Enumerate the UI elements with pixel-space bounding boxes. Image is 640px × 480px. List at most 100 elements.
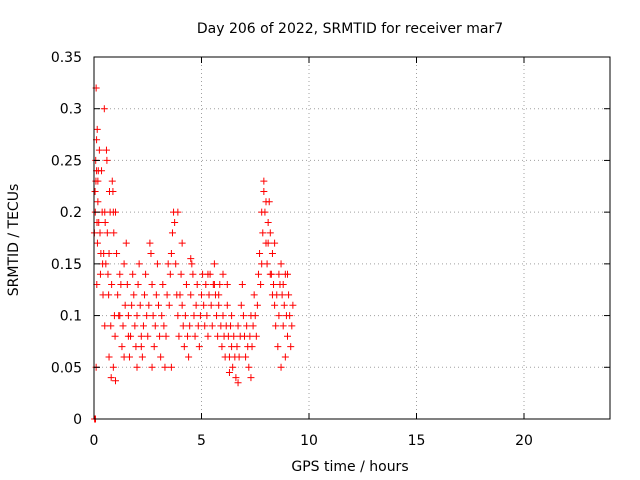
- data-point: [219, 312, 227, 320]
- chart-title: Day 206 of 2022, SRMTID for receiver mar…: [197, 21, 503, 37]
- data-point: [204, 332, 212, 340]
- data-point: [257, 281, 265, 289]
- data-point: [277, 363, 285, 371]
- data-point: [148, 363, 156, 371]
- data-point: [215, 301, 223, 309]
- data-point: [176, 291, 184, 299]
- data-point: [189, 270, 197, 278]
- x-axis-label: GPS time / hours: [291, 459, 408, 475]
- data-point: [116, 312, 124, 320]
- data-point: [268, 250, 276, 258]
- data-point: [130, 291, 138, 299]
- y-tick-label: 0.25: [51, 153, 82, 169]
- data-point: [94, 198, 102, 206]
- data-point: [279, 322, 287, 330]
- data-point: [252, 332, 260, 340]
- data-point: [104, 270, 112, 278]
- data-point: [102, 260, 110, 268]
- data-point: [288, 322, 296, 330]
- data-point: [192, 301, 200, 309]
- data-point: [174, 208, 182, 216]
- data-point: [150, 343, 158, 351]
- data-point: [243, 322, 251, 330]
- data-point: [101, 322, 109, 330]
- data-point: [171, 218, 179, 226]
- data-point: [134, 281, 142, 289]
- data-point: [186, 322, 194, 330]
- data-point: [232, 374, 240, 382]
- x-tick-label: 20: [515, 433, 533, 449]
- data-point: [110, 229, 118, 237]
- data-point: [253, 301, 261, 309]
- data-point: [228, 312, 236, 320]
- plot-frame: [93, 56, 611, 420]
- data-point: [158, 312, 166, 320]
- data-point: [129, 270, 137, 278]
- data-point: [264, 218, 272, 226]
- data-point: [119, 322, 127, 330]
- data-point: [118, 343, 126, 351]
- data-point: [238, 281, 246, 289]
- data-point: [108, 281, 116, 289]
- data-point: [201, 322, 209, 330]
- data-point: [167, 363, 175, 371]
- data-point: [210, 281, 218, 289]
- data-point: [122, 239, 130, 247]
- data-point: [165, 301, 173, 309]
- data-point: [234, 379, 242, 387]
- data-point: [147, 250, 155, 258]
- y-tick-label: 0.35: [51, 50, 82, 66]
- data-point: [263, 260, 271, 268]
- data-point: [112, 208, 119, 216]
- data-point: [250, 291, 258, 299]
- y-tick-label: 0.05: [51, 360, 82, 376]
- data-point: [146, 239, 154, 247]
- data-point: [131, 322, 139, 330]
- data-point: [235, 353, 243, 361]
- data-point: [246, 332, 254, 340]
- data-point: [213, 312, 221, 320]
- data-point: [200, 301, 208, 309]
- data-point: [249, 322, 257, 330]
- x-tick-label: 10: [300, 433, 318, 449]
- data-point: [285, 291, 293, 299]
- data-point: [105, 250, 113, 258]
- data-point: [277, 260, 285, 268]
- data-point: [207, 301, 215, 309]
- data-point: [172, 260, 180, 268]
- data-point: [190, 312, 198, 320]
- data-point: [223, 301, 231, 309]
- data-point: [230, 332, 238, 340]
- axis-ticks: 0 0.05 0.1 0.15 0.2 0.25 0.3 0.35 0 5 10 15 20: [51, 50, 610, 449]
- data-point: [215, 291, 223, 299]
- data-point: [196, 312, 204, 320]
- data-point: [156, 332, 164, 340]
- data-point: [289, 301, 297, 309]
- data-point: [107, 322, 115, 330]
- data-point: [137, 343, 145, 351]
- data-point: [260, 177, 268, 185]
- data-point: [239, 312, 247, 320]
- data-point: [219, 270, 227, 278]
- x-tick-label: 5: [197, 433, 206, 449]
- data-point: [223, 281, 231, 289]
- data-point: [166, 270, 174, 278]
- data-point: [109, 363, 117, 371]
- data-point: [120, 260, 128, 268]
- data-point: [237, 301, 245, 309]
- data-point: [275, 270, 283, 278]
- data-point: [270, 281, 278, 289]
- data-point: [167, 250, 175, 258]
- data-point: [233, 343, 241, 351]
- y-tick-label: 0.3: [60, 102, 82, 118]
- data-point: [281, 353, 289, 361]
- data-point: [178, 239, 186, 247]
- data-point: [177, 270, 185, 278]
- data-point: [251, 312, 259, 320]
- data-point: [266, 229, 274, 237]
- y-axis-label: SRMTID / TECUs: [6, 184, 22, 297]
- data-point: [286, 312, 294, 320]
- data-point: [98, 167, 106, 175]
- y-tick-label: 0.1: [60, 309, 82, 325]
- data-point: [141, 291, 149, 299]
